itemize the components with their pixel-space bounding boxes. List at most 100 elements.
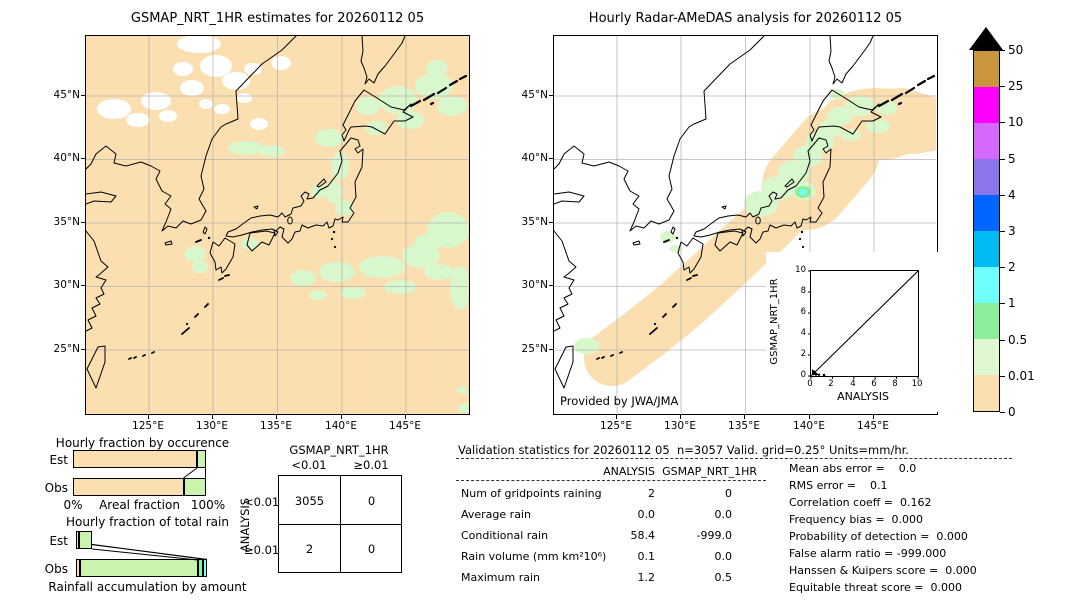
stats-divider-header — [456, 480, 766, 481]
inset-xaxis-label: ANALYSIS — [837, 390, 889, 403]
totalrain-chart-title: Hourly fraction of total rain — [66, 515, 229, 529]
colorbar-label-0.5: 0.5 — [1008, 333, 1028, 347]
left-xtick-130e: 130°E — [196, 420, 228, 432]
score-pod: Probability of detection = 0.000 — [789, 530, 968, 543]
left-ytick-40n: 40°N — [53, 152, 80, 164]
bar-segment — [79, 531, 92, 549]
contingency-row-label-lt: <0.01 — [244, 495, 280, 509]
right-ytick-30n: 30°N — [521, 279, 548, 291]
score-hanssen-kuipers: Hanssen & Kuipers score = 0.000 — [789, 564, 977, 577]
totalrain-est-bar — [76, 531, 207, 549]
occurrence-chart-title: Hourly fraction by occurence — [55, 436, 230, 450]
stats-col-analysis: ANALYSIS — [603, 465, 655, 478]
stats-row-value-b: -999.0 — [696, 529, 732, 542]
score-rms-error: RMS error = 0.1 — [789, 479, 888, 492]
stats-row-value-a: 0.1 — [637, 550, 656, 563]
inset-xtick-2: 2 — [828, 379, 834, 389]
stats-divider-top — [456, 458, 1012, 459]
contingency-cell-hit-dry: 3055 — [294, 494, 325, 508]
colorbar-label-10: 10 — [1008, 115, 1024, 129]
contingency-col-group: GSMAP_NRT_1HR — [289, 443, 389, 457]
colorbar-overflow-triangle — [969, 27, 1003, 50]
totalrain-obs-bar — [76, 559, 207, 577]
stats-row-value-a: 1.2 — [637, 571, 656, 584]
bar-segment — [73, 450, 197, 468]
right-ytick-35n: 35°N — [521, 216, 548, 228]
colorbar-segment — [974, 303, 999, 339]
colorbar-label-0.01: 0.01 — [1008, 369, 1035, 383]
left-xtick-125e: 125°E — [132, 420, 164, 432]
occurrence-est-bar — [73, 450, 206, 468]
inset-xtick-4: 4 — [850, 379, 856, 389]
inset-ytick-6: 6 — [800, 307, 806, 317]
left-xtick-140e: 140°E — [325, 420, 357, 432]
colorbar-segment — [974, 159, 999, 195]
stats-row-label: Conditional rain — [461, 529, 549, 542]
colorbar-label-1: 1 — [1008, 296, 1016, 310]
left-map-title: GSMAP_NRT_1HR estimates for 20260112 05 — [130, 11, 425, 26]
colorbar — [973, 50, 1000, 412]
inset-ytick-10: 10 — [795, 265, 806, 275]
inset-ytick-0: 0 — [800, 370, 806, 380]
colorbar-segment — [974, 87, 999, 123]
occurrence-xlabel: Areal fraction — [99, 498, 180, 512]
right-xtick-130e: 130°E — [664, 420, 696, 432]
colorbar-segment — [974, 123, 999, 159]
scatter-canvas — [808, 270, 919, 379]
score-equitable-threat: Equitable threat score = 0.000 — [789, 581, 962, 594]
bar-segment — [196, 450, 206, 468]
stats-row-value-b: 0.0 — [714, 550, 733, 563]
right-xtick-125e: 125°E — [600, 420, 632, 432]
colorbar-label-25: 25 — [1008, 79, 1024, 93]
gsmap-estimate-map — [85, 35, 470, 415]
totalrain-est-label: Est — [49, 534, 68, 548]
score-far: False alarm ratio = -999.000 — [789, 547, 947, 560]
occurrence-est-label: Est — [49, 453, 68, 467]
occurrence-xmin: 0% — [63, 498, 83, 512]
stats-row-value-b: 0.0 — [714, 508, 733, 521]
left-ytick-35n: 35°N — [53, 216, 80, 228]
scatter-plot-box — [808, 270, 919, 379]
inset-ytick-2: 2 — [800, 349, 806, 359]
colorbar-segment — [974, 339, 999, 375]
colorbar-segment — [974, 231, 999, 267]
inset-xtick-8: 8 — [892, 379, 898, 389]
inset-xtick-0: 0 — [807, 379, 813, 389]
stats-row-value-b: 0.5 — [714, 571, 733, 584]
colorbar-segment — [974, 51, 999, 87]
bar-segment — [76, 531, 79, 549]
bar-segment — [79, 559, 198, 577]
contingency-cell-false: 0 — [367, 494, 376, 508]
contingency-col-label-ge: ≥0.01 — [353, 458, 389, 472]
stats-row-value-a: 58.4 — [630, 529, 656, 542]
stats-row-label: Num of gridpoints raining — [461, 487, 602, 500]
occurrence-xmax: 100% — [190, 498, 226, 512]
stats-row-label: Average rain — [461, 508, 531, 521]
bar-segment — [183, 478, 206, 496]
right-xtick-140e: 140°E — [793, 420, 825, 432]
stats-col-gsmap: GSMAP_NRT_1HR — [662, 465, 757, 478]
inset-yaxis-label: GSMAP_NRT_1HR — [769, 278, 780, 365]
contingency-cell-hit-rain: 0 — [367, 542, 376, 556]
totalrain-xlabel: Rainfall accumulation by amount — [48, 580, 247, 594]
stats-header: Validation statistics for 20260112 05 n=… — [458, 443, 909, 457]
inset-ytick-8: 8 — [800, 286, 806, 296]
colorbar-label-0: 0 — [1008, 405, 1016, 419]
inset-xtick-6: 6 — [871, 379, 877, 389]
stats-row-value-b: 0 — [725, 487, 732, 500]
contingency-cell-miss: 2 — [305, 542, 314, 556]
contingency-col-label-lt: <0.01 — [291, 458, 327, 472]
left-xtick-135e: 135°E — [260, 420, 292, 432]
colorbar-segment — [974, 375, 999, 411]
right-xtick-135e: 135°E — [728, 420, 760, 432]
stats-row-label: Rain volume (mm km²10⁶) — [461, 550, 607, 563]
bar-segment — [76, 559, 80, 577]
radar-amedas-map-canvas — [554, 36, 936, 413]
colorbar-label-3: 3 — [1008, 224, 1016, 238]
score-frequency-bias: Frequency bias = 0.000 — [789, 513, 924, 526]
right-xtick-145e: 145°E — [857, 420, 889, 432]
no-data-patches — [97, 36, 291, 130]
colorbar-segment — [974, 195, 999, 231]
colorbar-label-50: 50 — [1008, 43, 1024, 57]
